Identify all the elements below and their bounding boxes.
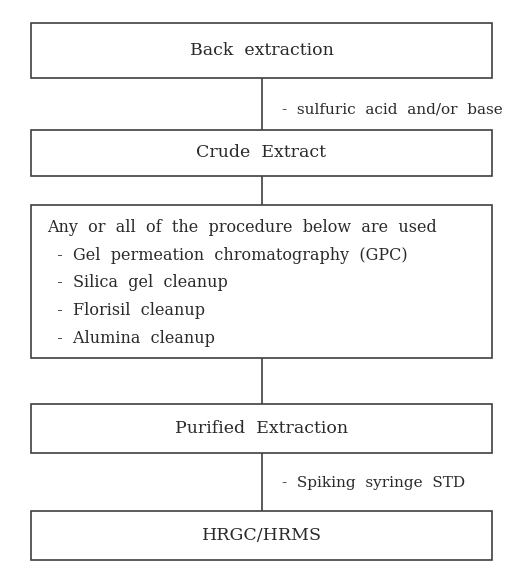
Text: Crude  Extract: Crude Extract [197, 144, 326, 162]
Bar [31, 404, 492, 453]
Bar [31, 23, 492, 78]
Text: -  Silica  gel  cleanup: - Silica gel cleanup [47, 274, 228, 291]
Text: -  sulfuric  acid  and/or  base: - sulfuric acid and/or base [282, 103, 503, 117]
Text: HRGC/HRMS: HRGC/HRMS [201, 527, 322, 544]
Text: -  Florisil  cleanup: - Florisil cleanup [47, 302, 205, 319]
Text: Purified  Extraction: Purified Extraction [175, 420, 348, 437]
Text: -  Gel  permeation  chromatography  (GPC): - Gel permeation chromatography (GPC) [47, 246, 408, 264]
Bar [31, 205, 492, 358]
Bar [31, 511, 492, 560]
Bar [31, 130, 492, 176]
Text: Back  extraction: Back extraction [189, 42, 334, 59]
Text: -  Alumina  cleanup: - Alumina cleanup [47, 329, 215, 347]
Text: -  Spiking  syringe  STD: - Spiking syringe STD [282, 476, 465, 490]
Text: Any  or  all  of  the  procedure  below  are  used: Any or all of the procedure below are us… [47, 219, 437, 236]
